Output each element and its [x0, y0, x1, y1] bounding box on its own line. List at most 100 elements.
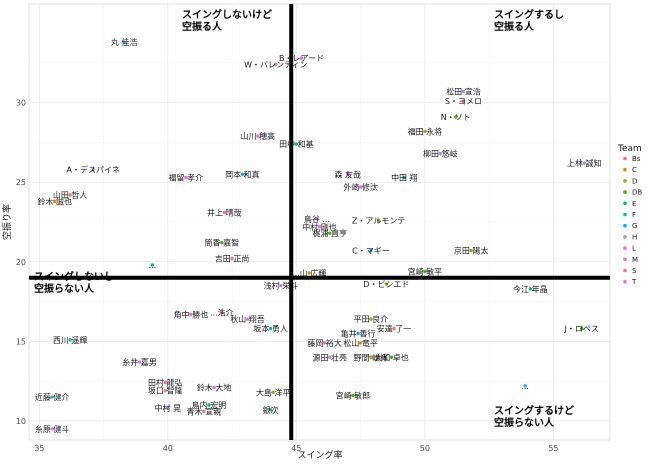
quadrant-label: 空振る人 — [494, 20, 535, 33]
data-point: 山川 穂高 — [241, 131, 276, 141]
data-point: ... — [521, 382, 529, 391]
data-point: 松田 宣浩 — [446, 87, 481, 97]
point-marker — [369, 317, 373, 321]
point-marker — [137, 360, 142, 364]
point-marker — [279, 283, 283, 288]
point-label: 鈴木 誠也 — [37, 196, 72, 206]
legend-label: C — [632, 166, 637, 174]
data-point: 大和 卓也 — [374, 352, 409, 362]
point-label: 糸井 嘉男 — [122, 357, 157, 367]
x-tick-label: 35 — [34, 444, 44, 453]
point-label: 筒香 嘉智 — [205, 238, 240, 248]
point-label: 青木 宣親 — [187, 406, 222, 416]
point-marker — [50, 395, 54, 399]
point-label: 銀次 — [263, 405, 279, 415]
point-marker — [220, 240, 224, 245]
point-marker — [91, 167, 95, 172]
reference-lines — [29, 4, 610, 440]
quadrant-label: スイングしないけど — [182, 8, 272, 21]
point-label: 源田 壮亮 — [313, 352, 348, 362]
data-point: 鳥谷 ... — [304, 214, 330, 224]
point-marker — [268, 408, 273, 412]
point-label: 中村 剛也 — [302, 222, 337, 232]
data-point: 山田 哲人 — [53, 190, 88, 200]
point-marker — [222, 210, 227, 215]
point-label: B・レアード — [279, 54, 324, 63]
point-label: 吉田 正尚 — [215, 254, 250, 264]
point-marker — [328, 355, 332, 359]
point-label: 松田 宣浩 — [446, 87, 481, 97]
point-marker — [230, 256, 234, 261]
legend-label: T — [631, 278, 637, 286]
point-marker — [389, 355, 394, 359]
legend-swatch — [623, 223, 627, 228]
point-marker — [274, 62, 278, 67]
data-point: 秋山 翔吾 — [230, 314, 265, 324]
point-label: 田中 和基 — [279, 139, 314, 149]
legend-label: Bs — [632, 155, 641, 163]
legend-swatch — [623, 257, 627, 262]
data-point: 青木 宣親 — [187, 406, 222, 416]
data-point: 源田 壮亮 — [313, 352, 348, 362]
legend-swatch — [623, 235, 627, 239]
legend-label: F — [632, 211, 636, 219]
point-label: 宮崎 敏平 — [408, 266, 443, 276]
y-tick-label: 15 — [16, 337, 26, 346]
point-label: 浅村 栄斗 — [264, 281, 299, 291]
data-point: 大島 洋平 — [256, 387, 291, 397]
point-marker — [163, 381, 167, 385]
point-marker — [189, 312, 193, 316]
data-point: 福留 孝介 — [169, 172, 204, 182]
legend-title: Team — [617, 144, 642, 154]
data-point: 野間 峻祥 — [354, 352, 389, 362]
data-point: 筒香 嘉智 — [205, 238, 240, 248]
data-point: 平田 良介 — [354, 314, 389, 324]
quadrant-label: 空振らない人 — [494, 416, 555, 429]
point-label: 鳥谷 ... — [304, 214, 330, 224]
data-point: 井上 晴哉 — [207, 207, 242, 217]
data-point: 松山 竜平 — [343, 338, 378, 348]
data-point: 外崎 修汰 — [343, 182, 378, 192]
point-label: 糸原 健斗 — [35, 424, 70, 434]
data-point: 岡本 和真 — [225, 169, 260, 179]
quadrant-label: 空振る人 — [182, 20, 223, 33]
legend-swatch — [623, 212, 627, 217]
point-marker — [423, 129, 427, 133]
point-marker — [402, 175, 407, 180]
point-label: J・ロペス — [564, 325, 599, 334]
data-point: 中田 翔 — [391, 172, 418, 182]
point-label: Z・アルモンテ — [352, 216, 405, 225]
point-label: A・デスパイネ — [67, 164, 120, 174]
point-marker — [392, 326, 396, 331]
point-marker — [346, 172, 350, 176]
point-label: 大島 洋平 — [256, 387, 291, 397]
point-label: ... — [521, 382, 529, 391]
point-label: ...山 広輝 — [292, 268, 326, 278]
point-marker — [68, 193, 72, 197]
point-marker — [299, 56, 304, 60]
legend-label: H — [632, 233, 637, 241]
data-point: ...浩介 — [210, 308, 234, 318]
quadrant-label: スイングするけど — [494, 404, 574, 417]
point-label: N・ソト — [441, 113, 471, 122]
point-marker — [202, 409, 206, 414]
point-label: 秋山 翔吾 — [230, 314, 265, 324]
point-label: 島内 宏明 — [192, 400, 227, 410]
point-label: 坂本 勇人 — [253, 324, 288, 334]
data-point: 銀次 — [263, 405, 279, 415]
point-label: 外崎 修汰 — [343, 182, 378, 192]
legend-swatch — [623, 201, 627, 206]
point-marker — [580, 326, 584, 331]
point-marker — [438, 151, 443, 156]
point-label: 京田 陽太 — [454, 246, 489, 256]
legend-swatch — [623, 167, 627, 172]
point-marker — [271, 390, 275, 394]
grid-lines — [29, 4, 610, 440]
data-point: 鈴木 誠也 — [37, 196, 72, 206]
point-label: 大和 卓也 — [374, 352, 409, 362]
y-tick-label: 25 — [16, 178, 26, 187]
data-point: W・バレンティン — [244, 60, 307, 69]
point-marker — [122, 40, 126, 44]
y-tick-label: 20 — [16, 258, 26, 267]
point-label: 角中 勝也 — [174, 309, 209, 319]
